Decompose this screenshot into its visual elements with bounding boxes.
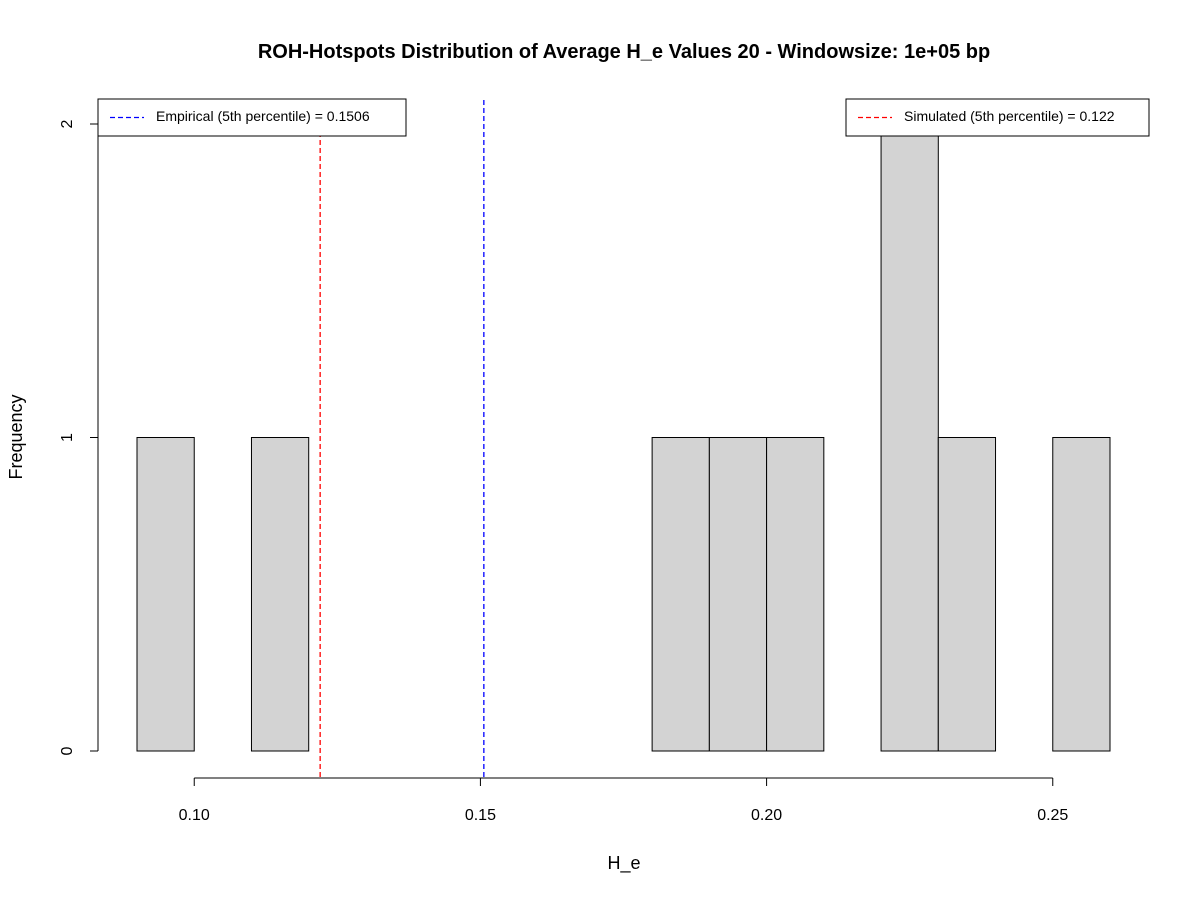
- legends-layer: Empirical (5th percentile) = 0.1506 Simul…: [97, 98, 1150, 137]
- y-tick-label: 2: [59, 119, 76, 128]
- histogram-bar: [708, 437, 768, 752]
- legend-top-right: Simulated (5th percentile) = 0.122: [845, 98, 1150, 137]
- histogram-bar: [250, 437, 310, 752]
- x-tick-label: 0.25: [1037, 807, 1068, 824]
- legend-label: Simulated (5th percentile) = 0.122: [904, 108, 1115, 124]
- histogram-bar: [937, 437, 997, 752]
- histogram-bar: [1052, 437, 1111, 752]
- y-axis-label: Frequency: [6, 394, 26, 479]
- histogram-bar: [766, 437, 825, 752]
- legend-top-left: Empirical (5th percentile) = 0.1506: [97, 98, 407, 137]
- y-tick-label: 0: [59, 746, 76, 755]
- legend-box: [97, 98, 407, 137]
- bars-layer: [136, 123, 1111, 752]
- histogram-bar: [136, 437, 195, 752]
- x-axis-label: H_e: [607, 853, 640, 874]
- histogram-bar: [880, 123, 939, 752]
- x-axis: 0.10 0.15 0.20 0.25: [179, 777, 1068, 824]
- y-axis: 0 1 2: [59, 119, 99, 755]
- chart-title: ROH-Hotspots Distribution of Average H_e…: [258, 41, 990, 63]
- legend-label: Empirical (5th percentile) = 0.1506: [156, 108, 370, 124]
- legend-box: [845, 98, 1150, 137]
- x-tick-label: 0.15: [465, 807, 496, 824]
- reference-lines-layer: [319, 100, 485, 778]
- x-tick-label: 0.10: [179, 807, 210, 824]
- histogram-bar: [651, 437, 710, 752]
- x-tick-label: 0.20: [751, 807, 782, 824]
- y-tick-label: 1: [59, 433, 76, 442]
